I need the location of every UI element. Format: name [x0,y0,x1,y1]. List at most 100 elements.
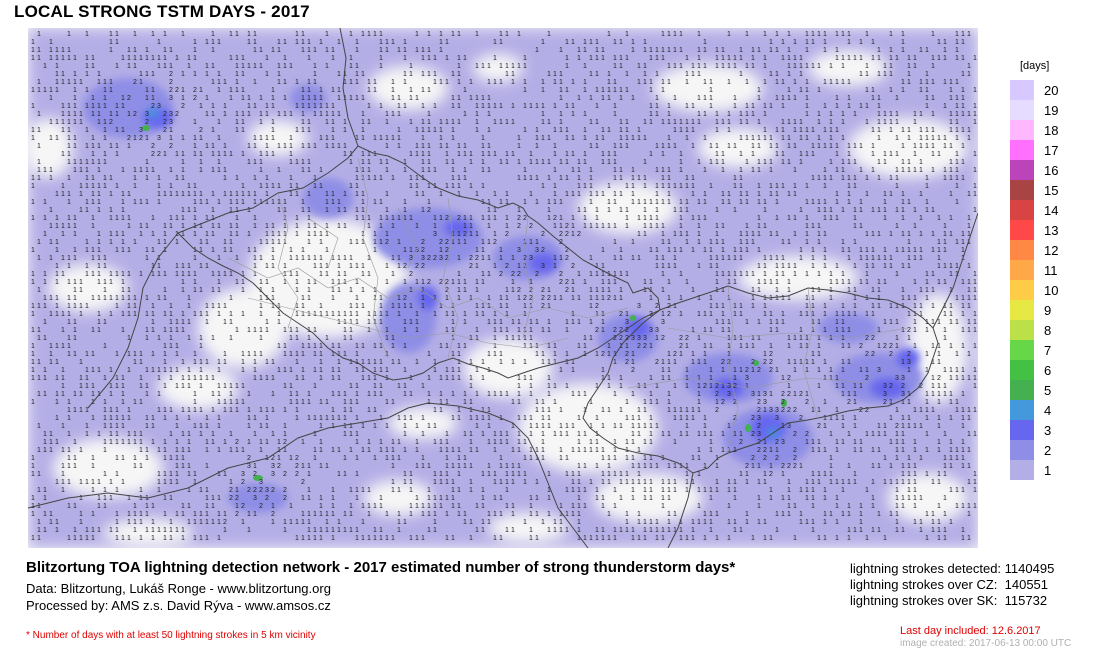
day-digit: 1 [187,431,191,438]
day-digit: 1 [319,271,323,278]
day-digit: 1 [325,231,329,238]
day-digit: 1 [781,103,785,110]
day-digit: 1 [43,367,47,374]
day-digit: 1 [715,303,719,310]
day-digit: 1 [505,439,509,446]
day-digit: 1 [145,135,149,142]
day-digit: 1 [103,495,107,502]
day-digit: 1 [595,39,599,46]
day-digit: 1 [757,191,761,198]
day-digit: 1 [583,343,587,350]
day-digit: 1 [901,503,905,510]
day-digit: 1 [637,79,641,86]
day-digit: 1 [823,495,827,502]
day-digit: 1 [295,359,299,366]
day-digit: 1 [91,295,95,302]
day-digit: 1 [187,183,191,190]
day-digit: 1 [403,199,407,206]
day-digit: 1 [217,79,221,86]
day-digit: 1 [499,79,503,86]
day-digit: 1 [85,159,89,166]
day-digit: 1 [679,415,683,422]
day-digit: 1 [103,95,107,102]
day-digit: 1 [961,39,965,46]
day-digit: 1 [259,135,263,142]
day-digit: 3 [631,335,635,342]
day-digit: 1 [787,295,791,302]
day-digit: 1 [811,287,815,294]
day-digit: 1 [151,31,155,38]
day-digit: 1 [499,439,503,446]
day-digit: 1 [727,119,731,126]
day-digit: 1 [319,535,323,542]
day-digit: 1 [511,503,515,510]
day-digit: 1 [907,311,911,318]
day-digit: 1 [37,31,41,38]
day-digit: 1 [343,255,347,262]
day-digit: 1 [91,535,95,542]
day-digit: 1 [661,183,665,190]
day-digit: 1 [193,423,197,430]
day-digit: 1 [379,223,383,230]
day-digit: 1 [805,95,809,102]
day-digit: 1 [871,151,875,158]
day-digit: 1 [811,255,815,262]
day-digit: 1 [607,407,611,414]
day-digit: 1 [649,103,653,110]
day-digit: 1 [73,463,77,470]
day-digit: 1 [127,335,131,342]
day-digit: 1 [709,87,713,94]
day-digit: 2 [703,383,707,390]
day-digit: 1 [943,527,947,534]
day-digit: 1 [817,223,821,230]
day-digit: 2 [757,407,761,414]
day-digit: 1 [931,231,935,238]
day-digit: 1 [841,311,845,318]
day-digit: 1 [157,63,161,70]
day-digit: 1 [601,295,605,302]
day-digit: 2 [469,263,473,270]
day-digit: 1 [421,295,425,302]
day-digit: 1 [421,383,425,390]
day-digit: 2 [229,487,233,494]
day-digit: 1 [235,175,239,182]
day-digit: 1 [49,519,53,526]
day-digit: 1 [493,263,497,270]
day-digit: 1 [115,383,119,390]
day-digit: 1 [949,87,953,94]
day-digit: 1 [901,31,905,38]
day-digit: 1 [181,175,185,182]
day-digit: 1 [97,231,101,238]
day-digit: 1 [925,127,929,134]
day-digit: 2 [775,439,779,446]
day-digit: 1 [679,527,683,534]
day-digit: 2 [787,407,791,414]
day-digit: 1 [943,303,947,310]
day-digit: 1 [373,391,377,398]
day-digit: 1 [235,407,239,414]
day-digit: 1 [85,199,89,206]
day-digit: 1 [433,127,437,134]
day-digit: 1 [685,407,689,414]
day-digit: 1 [265,183,269,190]
day-digit: 1 [457,143,461,150]
day-digit: 1 [913,167,917,174]
day-digit: 1 [373,423,377,430]
day-digit: 1 [949,343,953,350]
day-digit: 1 [541,79,545,86]
day-digit: 1 [481,151,485,158]
day-digit: 1 [421,47,425,54]
day-digit: 1 [613,439,617,446]
day-digit: 1 [667,279,671,286]
day-digit: 1 [187,487,191,494]
day-digit: 1 [445,79,449,86]
day-digit: 1 [625,527,629,534]
day-digit: 1 [187,191,191,198]
day-digit: 1 [109,271,113,278]
day-digit: 1 [847,199,851,206]
day-digit: 1 [847,311,851,318]
day-digit: 1 [451,119,455,126]
day-digit: 1 [931,375,935,382]
day-digit: 1 [967,263,971,270]
day-digit: 1 [601,95,605,102]
